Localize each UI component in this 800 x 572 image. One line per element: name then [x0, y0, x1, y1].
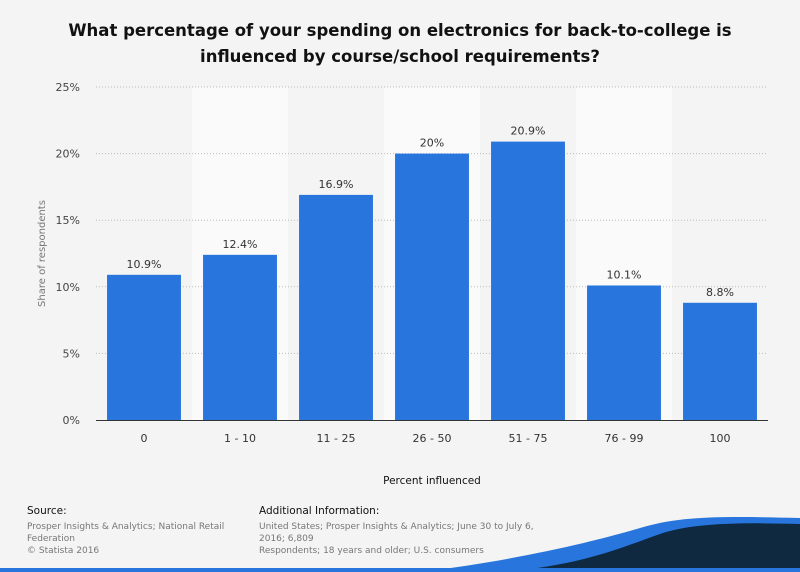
chart-title-line-2: influenced by course/school requirements…	[200, 47, 600, 66]
x-tick-label: 11 - 25	[317, 432, 356, 445]
x-tick-label: 26 - 50	[413, 432, 452, 445]
data-label: 10.9%	[127, 258, 162, 271]
chart-title: What percentage of your spending on elec…	[0, 18, 800, 70]
data-label: 12.4%	[223, 238, 258, 251]
data-label: 20%	[420, 137, 444, 150]
y-axis-title: Share of respondents	[37, 200, 48, 307]
source-block: Source: Prosper Insights & Analytics; Na…	[27, 505, 227, 557]
additional-info-block: Additional Information: United States; P…	[259, 505, 559, 557]
x-tick-label: 100	[710, 432, 731, 445]
x-tick-label: 51 - 75	[509, 432, 548, 445]
y-tick-label: 20%	[56, 148, 80, 161]
additional-info-line: United States; Prosper Insights & Analyt…	[259, 522, 534, 544]
y-tick-label: 10%	[56, 281, 80, 294]
y-tick-label: 5%	[63, 347, 80, 360]
y-tick-label: 0%	[63, 414, 80, 427]
additional-info-line: Respondents; 18 years and older; U.S. co…	[259, 546, 484, 556]
bar	[683, 302, 757, 420]
additional-info-heading: Additional Information:	[259, 505, 380, 517]
bar	[299, 194, 373, 420]
x-tick-label: 0	[141, 432, 148, 445]
y-tick-label: 25%	[56, 81, 80, 94]
copyright-line: © Statista 2016	[27, 546, 100, 556]
data-label: 20.9%	[511, 125, 546, 138]
source-line: Federation	[27, 534, 75, 544]
bar	[107, 274, 181, 420]
source-line: Prosper Insights & Analytics; National R…	[27, 522, 225, 532]
x-tick-label: 76 - 99	[605, 432, 644, 445]
bar	[395, 153, 469, 420]
y-tick-label: 15%	[56, 214, 80, 227]
bar	[491, 141, 565, 420]
x-tick-label: 1 - 10	[224, 432, 256, 445]
data-label: 10.1%	[607, 268, 642, 281]
x-axis-title: Percent influenced	[383, 475, 481, 487]
source-text: Prosper Insights & Analytics; National R…	[27, 521, 227, 557]
chart-title-line-1: What percentage of your spending on elec…	[68, 21, 732, 40]
bar	[587, 285, 661, 420]
source-heading: Source:	[27, 505, 67, 517]
data-label: 16.9%	[319, 178, 354, 191]
additional-info-text: United States; Prosper Insights & Analyt…	[259, 521, 559, 557]
bar	[203, 254, 277, 420]
data-label: 8.8%	[706, 286, 734, 299]
